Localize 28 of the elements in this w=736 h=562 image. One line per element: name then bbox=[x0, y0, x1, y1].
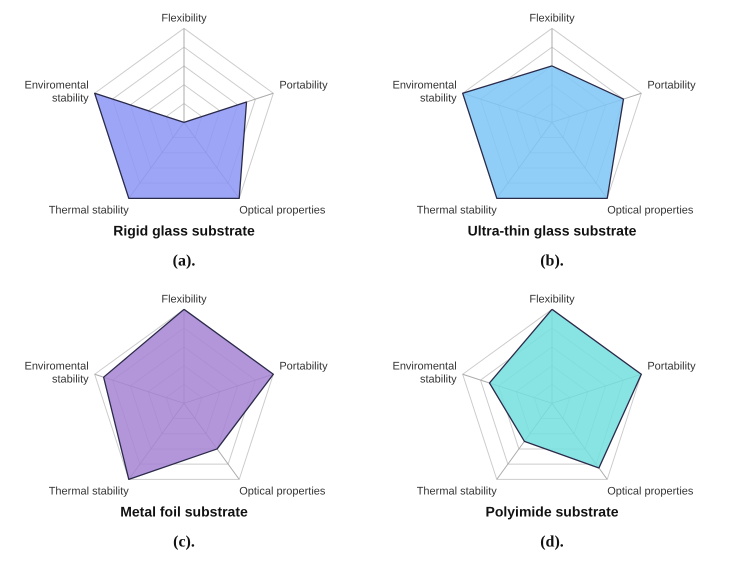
spoke-label: Portability bbox=[647, 360, 696, 372]
text: Metal foil substrate bbox=[120, 503, 248, 520]
text: Polyimide substrate bbox=[485, 503, 619, 520]
text: (d). bbox=[540, 533, 564, 550]
text: (c). bbox=[173, 533, 195, 550]
spoke-label: Flexibility bbox=[161, 12, 208, 24]
spoke-label: Enviromental stability bbox=[24, 360, 90, 386]
text: Ultra-thin glass substrate bbox=[468, 222, 637, 238]
spoke-label: Portability bbox=[279, 360, 328, 372]
spoke-label: Optical properties bbox=[607, 204, 694, 216]
text: (a). bbox=[172, 252, 196, 270]
spoke-label: Enviromental stability bbox=[392, 79, 458, 104]
spoke-label: Portability bbox=[279, 79, 328, 92]
text: Rigid glass substrate bbox=[113, 222, 256, 238]
text: (b). bbox=[540, 252, 564, 270]
spoke-label: Optical properties bbox=[607, 485, 694, 498]
spoke-label: Thermal stability bbox=[416, 485, 498, 498]
spoke-label: Enviromental stability bbox=[392, 360, 458, 386]
spoke-label: Thermal stability bbox=[416, 204, 498, 216]
spoke-label: Flexibility bbox=[529, 293, 576, 306]
spoke-label: Thermal stability bbox=[48, 485, 130, 498]
spoke-label: Thermal stability bbox=[48, 204, 130, 216]
spoke-label: Optical properties bbox=[239, 204, 326, 216]
spoke-label: Flexibility bbox=[529, 12, 576, 24]
spoke-label: Enviromental stability bbox=[24, 79, 90, 104]
spoke-label: Flexibility bbox=[161, 293, 208, 306]
spoke-label: Portability bbox=[647, 79, 696, 92]
spoke-label: Optical properties bbox=[239, 485, 326, 498]
